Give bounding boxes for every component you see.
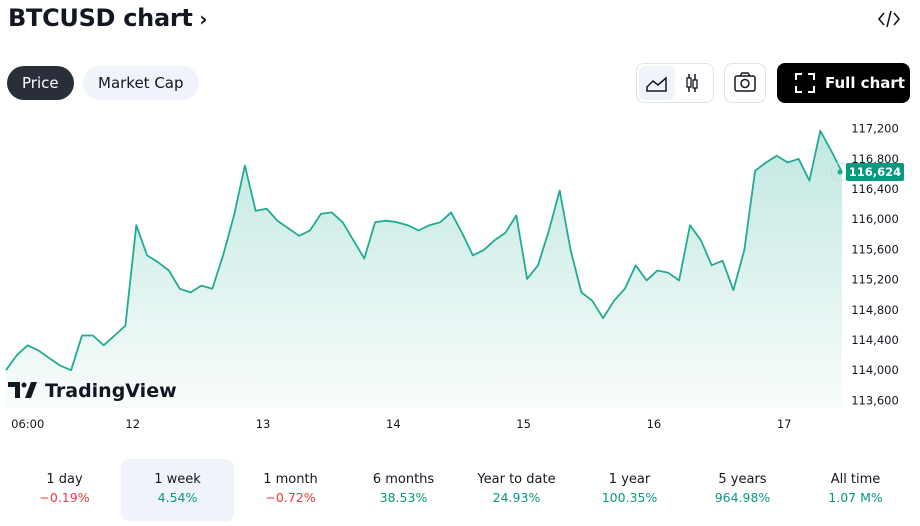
period-label: 5 years: [718, 472, 767, 487]
chart-type-toggle: [636, 63, 714, 103]
full-chart-label: Full chart: [825, 74, 905, 92]
y-tick-label: 114,000: [851, 363, 899, 377]
area-fill: [6, 130, 842, 409]
price-line: [5, 129, 843, 372]
x-tick-label: 14: [386, 417, 401, 431]
camera-icon: [734, 72, 756, 92]
period-label: 1 month: [263, 472, 318, 487]
y-tick-label: 114,400: [851, 333, 899, 347]
snapshot-button[interactable]: [724, 63, 766, 103]
x-tick-label: 13: [256, 417, 271, 431]
period[interactable]: 6 months 38.53%: [347, 459, 460, 521]
embed-icon[interactable]: [876, 8, 902, 30]
last-price-label: 116,624: [849, 165, 901, 179]
tab[interactable]: Price: [7, 66, 74, 100]
tradingview-logo: TradingView: [8, 380, 177, 402]
logo-text: TradingView: [45, 380, 177, 402]
y-tick-label: 116,400: [851, 182, 899, 196]
period[interactable]: 1 year 100.35%: [573, 459, 686, 521]
period-change: −0.19%: [39, 490, 90, 505]
period[interactable]: 1 day −0.19%: [8, 459, 121, 521]
period-label: Year to date: [477, 472, 556, 487]
period-label: 1 year: [608, 472, 651, 487]
chart-type-icons[interactable]: [637, 64, 713, 102]
period-change: 964.98%: [714, 490, 771, 505]
period[interactable]: All time 1.07 M%: [799, 459, 912, 521]
period-change: −0.72%: [265, 490, 316, 505]
period-change: 100.35%: [601, 490, 658, 505]
x-tick-label: 17: [777, 417, 792, 431]
period-change: 1.07 M%: [828, 490, 883, 505]
x-tick-label: 12: [125, 417, 140, 431]
y-tick-label: 115,200: [851, 273, 899, 287]
period-label: 1 day: [46, 472, 83, 487]
full-chart-button[interactable]: Full chart: [777, 63, 910, 103]
chart: 113,600 114,000 114,400 114,800 115,200 115,6…: [5, 122, 904, 431]
period[interactable]: 1 month −0.72%: [234, 459, 347, 521]
period-label: 6 months: [372, 472, 435, 487]
tab[interactable]: Market Cap: [83, 66, 199, 100]
period-label: All time: [830, 472, 881, 487]
y-tick-label: 116,800: [851, 152, 899, 166]
y-tick-label: 114,800: [851, 303, 899, 317]
y-tick-label: 115,600: [851, 242, 899, 256]
period-change: 24.93%: [492, 490, 541, 505]
x-tick-label: 16: [647, 417, 662, 431]
last-point: [837, 169, 843, 175]
period[interactable]: 1 week 4.54%: [121, 459, 234, 521]
period-change: 4.54%: [157, 490, 198, 505]
period-label: 1 week: [154, 472, 201, 487]
title-text: BTCUSD chart: [8, 4, 193, 32]
period-bar: 1 day −0.19% 1 week 4.54% 1 month −0.72% 6 mon…: [8, 459, 912, 521]
period-change: 38.53%: [379, 490, 428, 505]
period[interactable]: Year to date 24.93%: [460, 459, 573, 521]
x-tick-label: 06:00: [11, 417, 44, 431]
y-tick-label: 117,200: [851, 122, 899, 136]
expand-icon: [795, 73, 815, 93]
y-tick-label: 116,000: [851, 212, 899, 226]
x-tick-label: 15: [516, 417, 531, 431]
period[interactable]: 5 years 964.98%: [686, 459, 799, 521]
last-price-tag: [846, 163, 904, 182]
y-tick-label: 113,600: [851, 393, 899, 407]
title[interactable]: BTCUSD chart ›: [8, 4, 208, 32]
